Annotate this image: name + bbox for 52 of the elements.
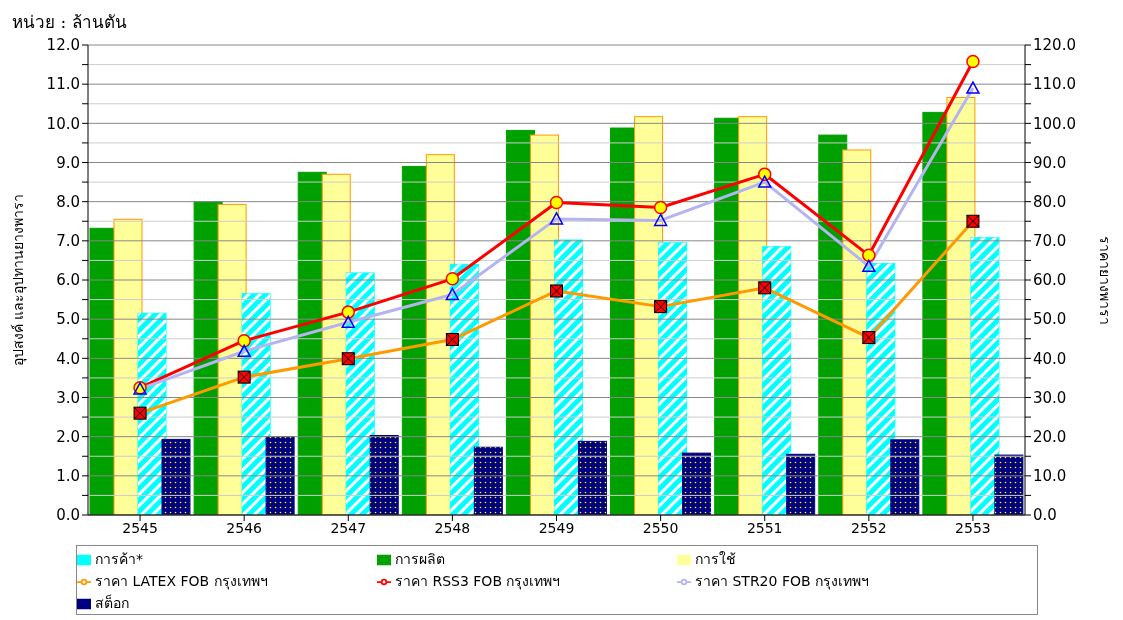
chart-title: หน่วย : ล้านตัน [12, 11, 128, 34]
y-tick-label: 2.0 [56, 427, 80, 446]
y2-tick-label: 20.0 [1033, 427, 1067, 446]
y-tick-label: 5.0 [56, 310, 80, 329]
y2-tick-label: 100.0 [1033, 114, 1076, 133]
y2-tick-label: 80.0 [1033, 192, 1067, 211]
point [966, 54, 980, 69]
y-tick-label: 6.0 [56, 271, 80, 290]
y-tick-label: 12.0 [46, 36, 80, 55]
point [237, 333, 251, 348]
y-tick-label: 3.0 [56, 388, 80, 407]
y-tick-label: 11.0 [46, 75, 80, 94]
x-tick-label: 2553 [955, 519, 991, 536]
x-tick-label: 2552 [851, 519, 887, 536]
y2-tick-label: 110.0 [1033, 75, 1076, 94]
y-tick-label: 10.0 [46, 114, 80, 133]
y-tick-label: 1.0 [56, 467, 80, 486]
y-tick-label: 0.0 [56, 506, 80, 525]
legend-label: การใช้ [695, 551, 736, 567]
x-tick-label: 2550 [642, 519, 679, 536]
legend-label: ราคา STR20 FOB กรุงเทพฯ [695, 573, 870, 589]
y2-tick-label: 120.0 [1033, 36, 1076, 55]
x-tick-label: 2547 [330, 519, 367, 536]
legend-label: ราคา LATEX FOB กรุงเทพฯ [95, 573, 268, 589]
point [445, 272, 460, 286]
y-tick-label: 9.0 [56, 153, 80, 172]
y2-tick-label: 40.0 [1033, 349, 1067, 368]
x-tick-label: 2549 [538, 519, 575, 536]
y-tick-label: 4.0 [56, 349, 80, 368]
point [549, 195, 564, 210]
legend-label: การผลิต [395, 551, 445, 567]
legend-label: ราคา RSS3 FOB กรุงเทพฯ [395, 573, 561, 589]
x-tick-label: 2551 [746, 519, 783, 536]
y2-tick-label: 90.0 [1033, 153, 1067, 172]
point [653, 200, 668, 215]
y2-tick-label: 10.0 [1033, 467, 1067, 486]
y2-tick-label: 0.0 [1033, 506, 1057, 525]
legend-label: สต็อก [95, 595, 129, 611]
point [862, 248, 876, 263]
y-axis-title: อุปสงค์ และอุปทานยางพารา [9, 193, 27, 367]
x-tick-label: 2545 [122, 519, 158, 536]
y2-tick-label: 50.0 [1033, 310, 1067, 329]
y-tick-label: 7.0 [56, 232, 80, 251]
y-tick-label: 8.0 [56, 192, 80, 211]
point [341, 305, 356, 319]
y2-tick-label: 70.0 [1033, 232, 1067, 251]
legend-label: การค้า* [95, 551, 143, 567]
x-tick-label: 2546 [226, 519, 263, 536]
x-tick-label: 2548 [434, 519, 471, 536]
y2-axis-title: ราคายางพารา [1097, 235, 1114, 325]
y2-tick-label: 30.0 [1033, 388, 1067, 407]
y2-tick-label: 60.0 [1033, 271, 1067, 290]
